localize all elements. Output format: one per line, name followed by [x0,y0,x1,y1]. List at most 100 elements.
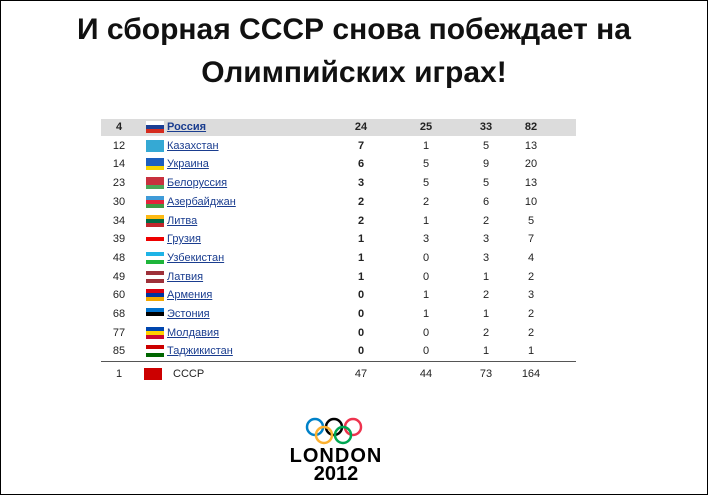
medal-count: 2 [482,326,490,339]
medal-count: 1 [482,270,490,283]
medal-count: 3 [422,233,430,246]
flag [146,289,164,302]
country-name: Армения [167,289,213,302]
country-name: Азербайджан [167,195,236,208]
rank: 39 [112,233,126,246]
rank: 30 [112,195,126,208]
medal-count: 3 [357,177,365,190]
rank: 1 [115,368,123,380]
medal-count: 0 [422,326,430,339]
medal-count: 1 [482,308,490,320]
medal-count: 82 [524,121,538,133]
medal-count: 2 [527,326,535,339]
medal-count: 47 [354,368,368,380]
medal-count: 4 [527,251,535,264]
country-name: Украина [167,158,209,171]
country-name: Литва [167,214,198,227]
medal-count: 0 [357,326,365,339]
title-line: Олимпийских играх! [201,56,507,89]
country-name: Узбекистан [167,251,225,264]
medal-count: 1 [357,233,365,246]
flag [144,368,162,380]
country-name: Эстония [167,308,210,320]
medal-count: 20 [524,158,538,171]
medal-count: 73 [479,368,493,380]
rank: 4 [115,121,123,133]
flag [146,270,164,283]
medal-count: 0 [422,251,430,264]
medal-count: 2 [482,214,490,227]
medal-count: 0 [357,289,365,302]
flag [146,251,164,264]
flag [146,195,164,208]
medal-count: 2 [422,195,430,208]
rank: 77 [112,326,126,339]
medal-count: 2 [357,195,365,208]
medal-count: 2 [527,270,535,283]
flag [146,214,164,227]
country-name: СССР [173,368,205,380]
medal-count: 1 [357,270,365,283]
rank: 14 [112,158,126,171]
medal-count: 6 [357,158,365,171]
medal-count: 0 [357,345,365,358]
medal-count: 24 [354,121,368,133]
flag [146,326,164,339]
flag [146,233,164,246]
medal-count: 7 [527,233,535,246]
medal-count: 5 [527,214,535,227]
medal-count: 2 [357,214,365,227]
flag [146,158,164,171]
medal-count: 1 [357,251,365,264]
country-name: Молдавия [167,326,220,339]
medal-count: 1 [422,214,430,227]
flag [146,345,164,358]
medal-count: 33 [479,121,493,133]
medal-count: 7 [357,139,365,152]
olympic-rings [305,417,363,445]
flag [146,308,164,320]
rank: 12 [112,139,126,152]
rank: 48 [112,251,126,264]
medal-count: 1 [482,345,490,358]
medal-count: 3 [482,233,490,246]
flag [146,139,164,152]
separator [101,361,576,362]
medal-count: 13 [524,139,538,152]
medal-count: 25 [419,121,433,133]
medal-count: 3 [527,289,535,302]
medal-count: 5 [482,177,490,190]
medal-count: 5 [422,177,430,190]
country-name: Грузия [167,233,201,246]
medal-count: 44 [419,368,433,380]
rank: 68 [112,308,126,320]
medal-count: 164 [521,368,541,380]
medal-count: 1 [527,345,535,358]
rank: 49 [112,270,126,283]
rank: 85 [112,345,126,358]
rank: 34 [112,214,126,227]
medal-count: 5 [422,158,430,171]
medal-count: 10 [524,195,538,208]
medal-count: 0 [357,308,365,320]
medal-count: 1 [422,308,430,320]
title-line: И сборная СССР снова побеждает на [77,13,631,46]
medal-count: 2 [482,289,490,302]
medal-count: 0 [422,270,430,283]
rank: 60 [112,289,126,302]
flag [146,121,164,133]
medal-count: 1 [422,289,430,302]
country-name: Таджикистан [167,345,233,358]
medal-count: 2 [527,308,535,320]
medal-count: 5 [482,139,490,152]
medal-count: 1 [422,139,430,152]
medal-count: 13 [524,177,538,190]
country-name: Россия [167,121,207,133]
logo-word: LONDON [289,445,383,467]
medal-count: 9 [482,158,490,171]
country-name: Белоруссия [167,177,228,190]
flag [146,177,164,190]
country-name: Латвия [167,270,204,283]
rank: 23 [112,177,126,190]
